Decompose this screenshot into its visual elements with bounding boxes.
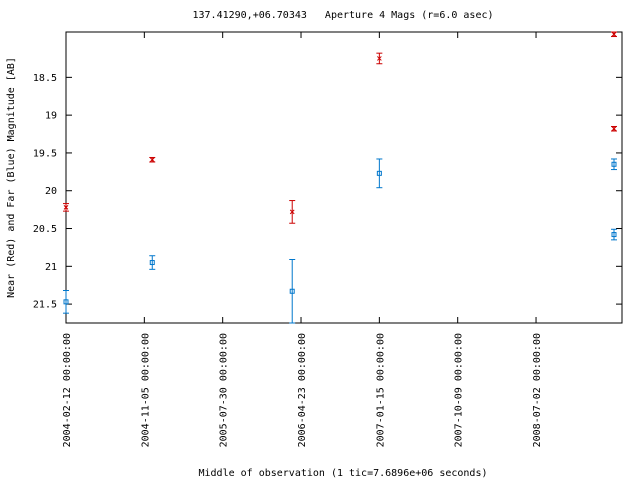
marker-x (611, 31, 617, 37)
x-tick-label: 2007-10-09 00:00:00 (454, 333, 465, 447)
marker-x (289, 209, 295, 215)
x-tick-label: 2004-02-12 00:00:00 (62, 333, 73, 447)
marker-square (289, 288, 295, 294)
marker-x (63, 205, 69, 210)
marker-square (63, 299, 69, 305)
marker-square (149, 260, 155, 266)
far-blue-point (611, 158, 617, 171)
marker-square (611, 232, 617, 238)
y-tick-label: 18.5 (33, 73, 57, 84)
x-axis-label: Middle of observation (1 tic=7.6896e+06 … (199, 468, 488, 479)
far-blue-point (611, 228, 617, 241)
y-tick-label: 21 (45, 262, 57, 273)
x-tick-label: 2006-04-23 00:00:00 (297, 333, 308, 447)
chart-title: 137.41290,+06.70343 Aperture 4 Mags (r=6… (192, 10, 493, 21)
y-tick-label: 19.5 (33, 148, 57, 159)
far-blue-point (149, 255, 156, 270)
y-tick-label: 20.5 (33, 224, 57, 235)
near-red-point (611, 125, 617, 132)
marker-square (611, 161, 617, 167)
x-tick-label: 2005-07-30 00:00:00 (219, 333, 230, 447)
marker-square (376, 170, 382, 176)
y-axis-label: Near (Red) and Far (Blue) Magnitude [AB] (6, 57, 17, 298)
near-red-point (63, 203, 69, 212)
marker-x (377, 56, 382, 61)
x-tick-label: 2004-11-05 00:00:00 (140, 333, 151, 447)
far-blue-point (289, 259, 296, 324)
far-blue-point (63, 289, 69, 314)
data-marks (63, 31, 617, 324)
near-red-point (289, 200, 296, 224)
near-red-point (376, 52, 383, 65)
plot-area (65, 31, 623, 324)
y-tick-label: 20 (45, 186, 57, 197)
far-blue-point (376, 158, 383, 189)
x-tick-label: 2008-07-02 00:00:00 (532, 333, 543, 447)
marker-x (149, 157, 155, 163)
y-tick-label: 21.5 (33, 300, 57, 311)
near-red-point (149, 156, 156, 163)
y-tick-label: 19 (45, 111, 57, 122)
axis-ticks: 18.5 19 19.5 20 20.5 21 21.5 2004-02-12 00:00:0… (33, 32, 622, 447)
x-tick-label: 2007-01-15 00:00:00 (375, 333, 386, 447)
near-red-point (611, 31, 617, 38)
marker-x (611, 126, 617, 132)
